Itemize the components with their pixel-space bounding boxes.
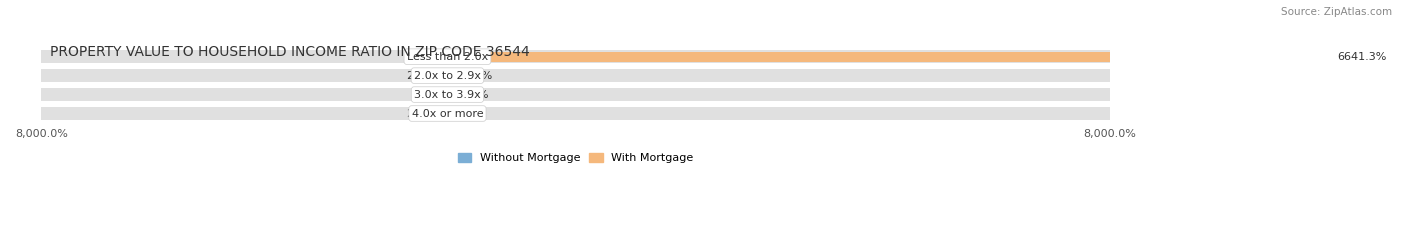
Text: 20.4%: 20.4%	[406, 71, 441, 81]
Text: 4.0x or more: 4.0x or more	[412, 109, 484, 119]
Text: 55.6%: 55.6%	[457, 71, 492, 81]
Bar	[447, 71, 456, 81]
Text: Source: ZipAtlas.com: Source: ZipAtlas.com	[1281, 7, 1392, 17]
Text: 8.1%: 8.1%	[415, 89, 444, 99]
Text: Less than 2.0x: Less than 2.0x	[406, 52, 488, 62]
Bar	[41, 50, 1109, 63]
Legend: Without Mortgage, With Mortgage: Without Mortgage, With Mortgage	[457, 153, 693, 163]
Text: 2.0x to 2.9x: 2.0x to 2.9x	[413, 71, 481, 81]
Text: 22.1%: 22.1%	[453, 89, 488, 99]
Bar	[444, 71, 447, 81]
Text: PROPERTY VALUE TO HOUSEHOLD INCOME RATIO IN ZIP CODE 36544: PROPERTY VALUE TO HOUSEHOLD INCOME RATIO…	[51, 45, 530, 59]
Text: 23.7%: 23.7%	[406, 109, 441, 119]
Text: 3.0x to 3.9x: 3.0x to 3.9x	[415, 89, 481, 99]
Bar	[447, 52, 1334, 62]
Text: 46.6%: 46.6%	[404, 52, 439, 62]
Bar	[441, 52, 447, 62]
Bar	[447, 90, 450, 99]
Bar	[41, 107, 1109, 120]
Bar	[41, 88, 1109, 101]
Bar	[41, 69, 1109, 82]
Text: 8.2%: 8.2%	[451, 109, 479, 119]
Bar	[444, 109, 447, 118]
Text: 6641.3%: 6641.3%	[1337, 52, 1386, 62]
